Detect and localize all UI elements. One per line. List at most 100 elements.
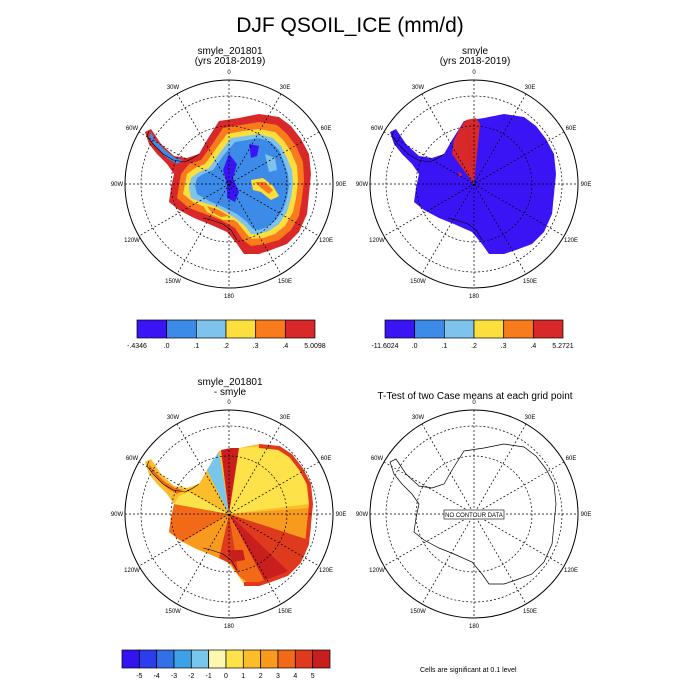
- colorbar-swatch: [138, 649, 157, 669]
- colorbar-swatch: [173, 649, 192, 669]
- meridian-line: [421, 93, 527, 275]
- panel-ttest-title: T-Test of two Case means at each grid po…: [377, 391, 573, 402]
- lon-label: 60E: [566, 456, 577, 462]
- purple-streak-1: [223, 154, 239, 202]
- peninsula-outline: [146, 460, 200, 493]
- meridians: [370, 80, 578, 288]
- colorbar-label: 3: [276, 673, 280, 680]
- meridian-line: [421, 423, 527, 605]
- lon-label: 90W: [356, 182, 369, 188]
- lon-label: 120E: [564, 568, 578, 574]
- sector-red-se: [229, 514, 309, 576]
- lon-label: 120W: [369, 568, 385, 574]
- lon-label: 0: [472, 400, 476, 406]
- lon-label: 120E: [564, 238, 578, 244]
- antarctica-field-diff: [145, 444, 314, 586]
- meridian-line: [176, 93, 282, 275]
- colorbar-label: .4: [530, 343, 537, 350]
- lon-label: 120W: [124, 238, 140, 244]
- colorbar-label: .1: [441, 343, 448, 350]
- lon-label: 120W: [124, 568, 140, 574]
- meridian-line: [176, 423, 282, 605]
- meridian-line: [383, 131, 565, 237]
- lon-label: 90W: [111, 182, 124, 188]
- sector-orange-sw: [183, 514, 229, 558]
- sector-orange-w: [169, 504, 229, 542]
- lon-label: 30E: [525, 85, 536, 91]
- panel-ref-title: smyle (yrs 2018-2019): [395, 47, 555, 67]
- lon-label: 90E: [336, 512, 347, 518]
- lon-label: 150E: [278, 609, 292, 615]
- colorbar-swatch: [284, 319, 316, 339]
- colorbar-label: .4: [282, 343, 289, 350]
- panel-ref-title-line2: (yrs 2018-2019): [439, 56, 511, 67]
- figure-title: DJF QSOIL_ICE (mm/d): [236, 14, 464, 37]
- sector-darkred-se: [229, 514, 289, 582]
- colorbar-label: 5.2721: [552, 343, 574, 350]
- sector-red-north: [221, 448, 239, 514]
- colorbar-label: 5: [310, 673, 315, 680]
- map-panel-diff: [124, 409, 334, 619]
- meridians: [125, 410, 333, 618]
- panel-diff-title-line2: - smyle: [213, 387, 247, 398]
- colorbar-swatch: [312, 649, 331, 669]
- peninsula-outline: [391, 130, 445, 163]
- colorbar-swatch: [225, 649, 244, 669]
- colorbar-label: 0: [224, 673, 228, 680]
- continent-outline: [389, 443, 557, 585]
- colorbar-label: 5.0098: [304, 343, 326, 350]
- colorbar-swatch: [208, 649, 227, 669]
- panel-case-title: smyle_201801 (yrs 2018-2019): [150, 47, 310, 67]
- lon-label: 60W: [371, 456, 384, 462]
- colorbar-swatch: [156, 649, 175, 669]
- graticule-case: [124, 79, 334, 289]
- meridian-line: [421, 423, 527, 605]
- sector-orange-s: [229, 514, 265, 584]
- orange-band-2: [207, 206, 229, 217]
- colorbar-label: -11.6024: [371, 343, 399, 350]
- sector-darkred-patch: [227, 550, 245, 562]
- lon-label: 150W: [410, 279, 426, 285]
- no-data-box: [443, 509, 505, 520]
- colorbar-swatch: [195, 319, 227, 339]
- lon-label: 180: [224, 624, 235, 630]
- meridian-line: [383, 461, 565, 567]
- lon-label: 60E: [321, 456, 332, 462]
- lon-label: 60W: [371, 126, 384, 132]
- graticule-diff: [124, 409, 334, 619]
- meridian-line: [176, 93, 282, 275]
- colorbar-swatch: [503, 319, 534, 339]
- meridian-line: [138, 461, 320, 567]
- colorbar-swatch: [255, 319, 286, 339]
- colorbar-case: [136, 319, 316, 339]
- graticule-ttest: [369, 409, 579, 619]
- lon-label: 30E: [525, 415, 536, 421]
- colorbar-label: 4: [293, 673, 298, 680]
- colorbar-label: .2: [223, 343, 229, 350]
- antarctica-field-ref: [390, 114, 556, 254]
- colorbar-swatch: [242, 649, 261, 669]
- lon-label: 0: [227, 400, 231, 406]
- colorbar-label: .3: [252, 343, 259, 350]
- lon-label: 30W: [167, 85, 180, 91]
- colorbar-label: -5: [136, 673, 143, 680]
- meridian-line: [138, 131, 320, 237]
- sector-lightblue-nw: [207, 452, 229, 514]
- map-panel-ref: [369, 79, 579, 289]
- panel-ref-title-line1: smyle: [461, 46, 489, 57]
- lon-label: 90E: [336, 182, 347, 188]
- lon-label: 150E: [523, 609, 537, 615]
- map-panel-case: [124, 79, 334, 289]
- significance-note: Cells are significant at 0.1 level: [420, 667, 517, 674]
- colorbar-label: .0: [411, 343, 418, 350]
- sector-yellow-ne: [229, 446, 309, 514]
- lon-label: 90W: [111, 512, 124, 518]
- lon-label: 30W: [412, 415, 425, 421]
- colorbar-ref: [384, 319, 564, 339]
- map-boundary: [124, 79, 334, 289]
- meridian-line: [383, 461, 565, 567]
- meridian-line: [138, 131, 320, 237]
- lon-label: 90W: [356, 512, 369, 518]
- panel-case-title-line2: (yrs 2018-2019): [194, 56, 266, 67]
